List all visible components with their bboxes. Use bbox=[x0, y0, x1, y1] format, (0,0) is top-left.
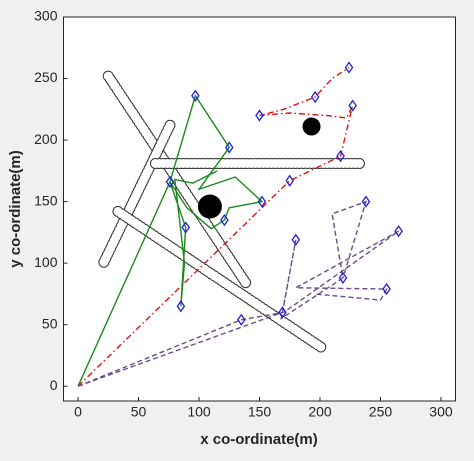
route bbox=[77, 66, 354, 387]
x-tick-label: 300 bbox=[429, 404, 453, 420]
waypoint bbox=[344, 61, 354, 74]
waypoint bbox=[291, 233, 301, 246]
waypoint bbox=[285, 174, 295, 187]
x-tick-label: 250 bbox=[369, 404, 393, 420]
route bbox=[77, 200, 368, 387]
target bbox=[302, 117, 321, 136]
waypoint bbox=[361, 195, 371, 208]
route bbox=[77, 94, 264, 387]
obstacle bbox=[98, 120, 175, 268]
y-tick-label: 0 bbox=[50, 377, 58, 393]
waypoint bbox=[394, 225, 403, 238]
waypoint bbox=[348, 99, 357, 112]
waypoint bbox=[237, 313, 246, 326]
x-tick-label: 150 bbox=[248, 404, 272, 420]
x-tick-label: 0 bbox=[74, 404, 82, 420]
y-axis-label: y co-ordinate(m) bbox=[7, 150, 24, 268]
waypoint bbox=[176, 300, 186, 313]
x-tick-label: 100 bbox=[187, 404, 211, 420]
x-tick-label: 200 bbox=[308, 404, 332, 420]
x-tick-label: 50 bbox=[131, 404, 147, 420]
target bbox=[197, 194, 222, 219]
y-tick-label: 200 bbox=[34, 131, 58, 147]
waypoint bbox=[310, 90, 320, 104]
waypoint bbox=[257, 195, 267, 208]
y-tick-label: 150 bbox=[34, 192, 58, 208]
waypoint bbox=[181, 221, 190, 234]
y-tick-label: 300 bbox=[34, 8, 58, 24]
route bbox=[77, 230, 400, 387]
waypoint bbox=[338, 271, 348, 285]
waypoint bbox=[382, 282, 391, 296]
waypoint bbox=[278, 306, 287, 319]
waypoint bbox=[191, 89, 200, 102]
waypoint bbox=[165, 175, 175, 189]
waypoint bbox=[220, 213, 229, 227]
y-tick-label: 50 bbox=[42, 315, 58, 331]
waypoint bbox=[255, 109, 264, 122]
y-tick-label: 250 bbox=[34, 69, 58, 85]
waypoint bbox=[224, 141, 234, 154]
waypoint bbox=[336, 149, 345, 163]
y-tick-label: 100 bbox=[34, 254, 58, 270]
x-axis-label: x co-ordinate(m) bbox=[200, 431, 318, 448]
obstacle bbox=[113, 206, 327, 353]
